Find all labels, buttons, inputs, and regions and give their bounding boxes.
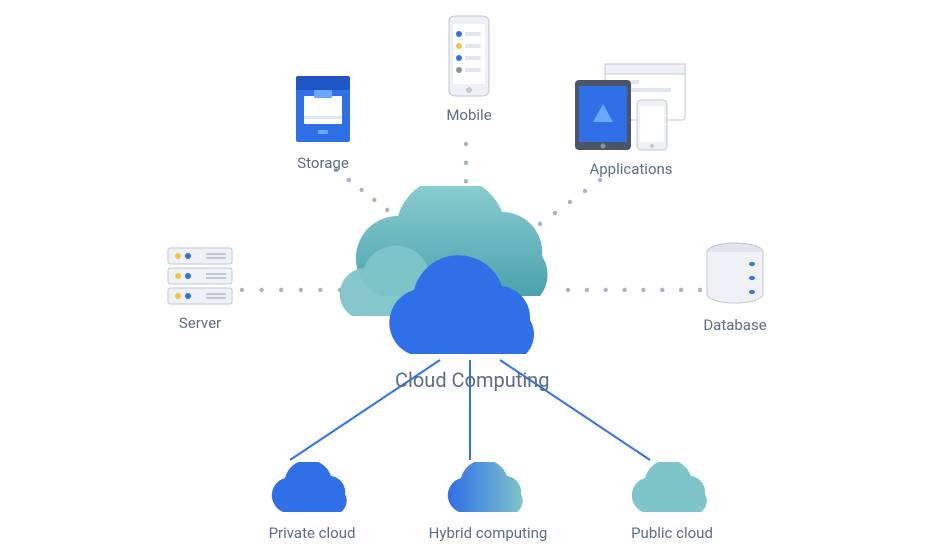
applications-label: Applications [556,160,706,178]
hybrid-cloud-node: Hybrid computing [428,462,548,542]
storage-icon [290,76,356,146]
applications-icon [571,60,691,152]
cloud-icon [445,462,531,516]
database-node: Database [680,242,790,334]
server-icon [166,246,234,306]
hybrid-label: Hybrid computing [428,524,548,542]
server-label: Server [140,314,260,332]
cloud-icon [629,462,715,516]
mobile-icon [447,14,491,98]
server-node: Server [140,246,260,332]
private-label: Private cloud [252,524,372,542]
center-cloud [340,186,590,370]
mobile-node: Mobile [424,14,514,124]
mobile-label: Mobile [424,106,514,124]
database-icon [704,242,766,308]
private-cloud-node: Private cloud [252,462,372,542]
public-label: Public cloud [612,524,732,542]
database-label: Database [680,316,790,334]
cloud-computing-icon [340,186,590,366]
cloud-icon [269,462,355,516]
storage-node: Storage [268,76,378,172]
public-cloud-node: Public cloud [612,462,732,542]
center-title: Cloud Computing [395,368,549,392]
storage-label: Storage [268,154,378,172]
diagram-stage: Cloud Computing Server [0,0,928,557]
applications-node: Applications [556,60,706,178]
